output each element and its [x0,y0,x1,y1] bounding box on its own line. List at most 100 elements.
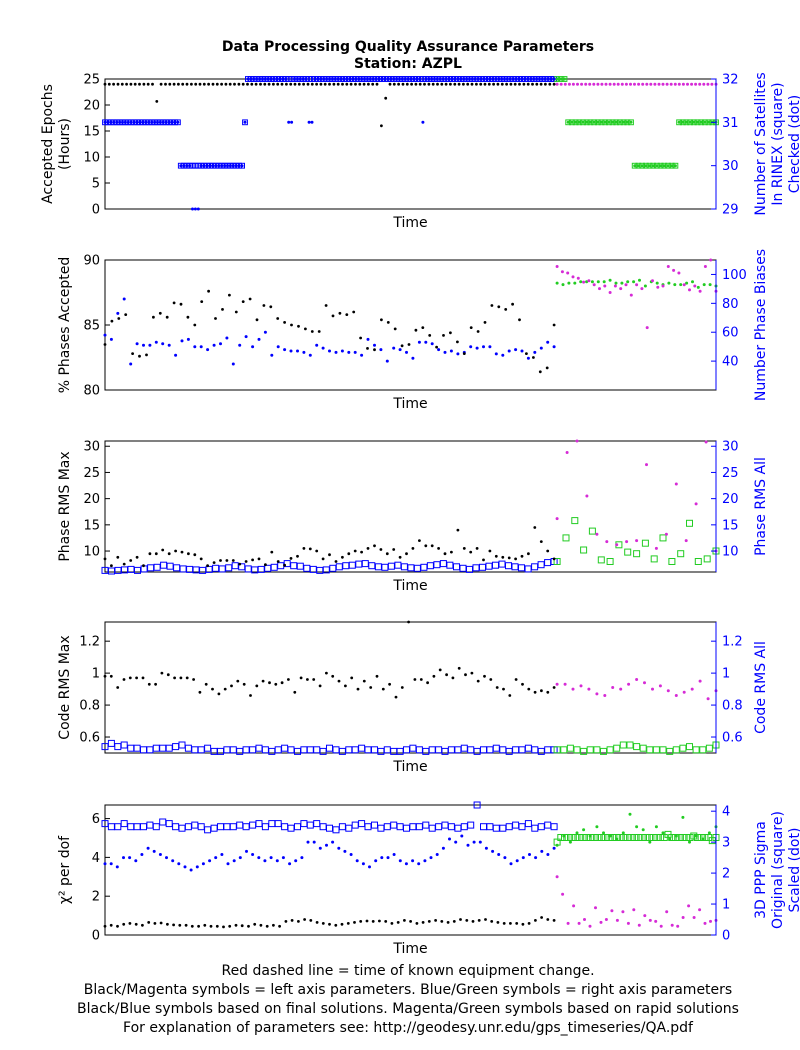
data-point [174,549,178,553]
footer-line-4: For explanation of parameters see: http:… [123,1020,694,1036]
data-point [509,82,513,86]
right-axis-label: Scaled (dot) [787,828,800,913]
data-point-square [697,834,705,841]
data-point [306,82,310,86]
data-point [574,120,578,124]
data-point [559,82,563,86]
data-point [319,77,323,81]
data-point [459,77,463,81]
data-point [608,834,612,838]
data-point [698,908,702,912]
data-point [552,919,556,922]
data-point [220,164,224,168]
data-point [190,924,194,928]
figure-subtitle: Station: AZPL [354,56,462,72]
data-point [421,326,425,329]
data-point [708,283,712,287]
data-point [703,265,707,268]
data-point [261,77,264,81]
data-point [707,120,711,124]
right-tick-label: 31 [722,116,739,131]
data-point [164,120,168,124]
data-point [116,924,119,928]
data-point [343,849,347,853]
data-point-square [668,834,676,841]
data-point [520,77,524,81]
data-point [703,120,707,124]
data-point [503,856,507,860]
data-point [264,563,267,567]
data-point [155,100,159,103]
data-point [141,676,145,680]
left-tick-label: 5 [92,177,100,192]
data-point [615,837,619,841]
data-point [371,77,375,81]
data-point [452,920,456,923]
data-point [546,918,550,921]
left-tick-label: 2 [92,890,100,905]
data-point [555,281,559,285]
data-point [367,82,370,86]
data-point [283,321,286,324]
data-point [287,678,290,681]
data-point [374,77,378,81]
data-point-square [593,746,601,754]
data-point-square [649,834,657,841]
data-point [648,164,651,168]
data-point [619,287,623,291]
data-point [469,550,473,554]
data-point [449,349,453,353]
data-point [338,311,342,315]
data-point [471,920,475,923]
data-point [492,82,495,86]
data-point [682,283,686,287]
data-point [699,120,703,124]
data-point [353,549,357,553]
data-point [449,331,452,335]
data-point [357,77,361,81]
data-point [403,77,407,81]
right-axis-label: Phase RMS All [753,457,769,556]
data-point [199,345,203,349]
data-point [400,344,404,348]
data-point [526,82,530,86]
data-point [275,859,279,863]
data-point [566,271,570,275]
left-tick-label: 90 [83,254,100,269]
data-point-square [701,834,709,841]
data-point [331,674,335,678]
data-point-square [571,517,579,525]
data-point [257,557,261,561]
data-point [444,77,448,81]
data-point [522,82,526,86]
data-point [635,678,639,681]
left-tick-label: 1.2 [79,635,100,650]
data-point [251,853,255,856]
data-point [384,920,388,923]
data-point-square [646,834,653,841]
data-point [412,77,416,81]
data-point-square [646,746,654,754]
data-point-square [633,743,641,751]
data-point [694,82,698,86]
data-point [443,552,447,556]
data-point [509,862,513,866]
data-point [632,908,636,912]
data-point [202,164,206,168]
data-point [221,308,224,311]
data-point [147,921,151,924]
data-point [459,918,462,921]
right-tick-label: 40 [722,355,739,370]
data-point [637,923,641,927]
data-point [206,348,210,352]
data-point [110,319,114,323]
data-point [315,343,319,347]
data-point [404,862,408,866]
data-point [462,547,466,550]
data-point [427,920,431,923]
data-point [710,82,714,86]
right-tick-label: 80 [722,297,739,312]
data-point [698,82,702,86]
right-tick-label: 1 [722,667,730,682]
data-point [249,694,252,697]
